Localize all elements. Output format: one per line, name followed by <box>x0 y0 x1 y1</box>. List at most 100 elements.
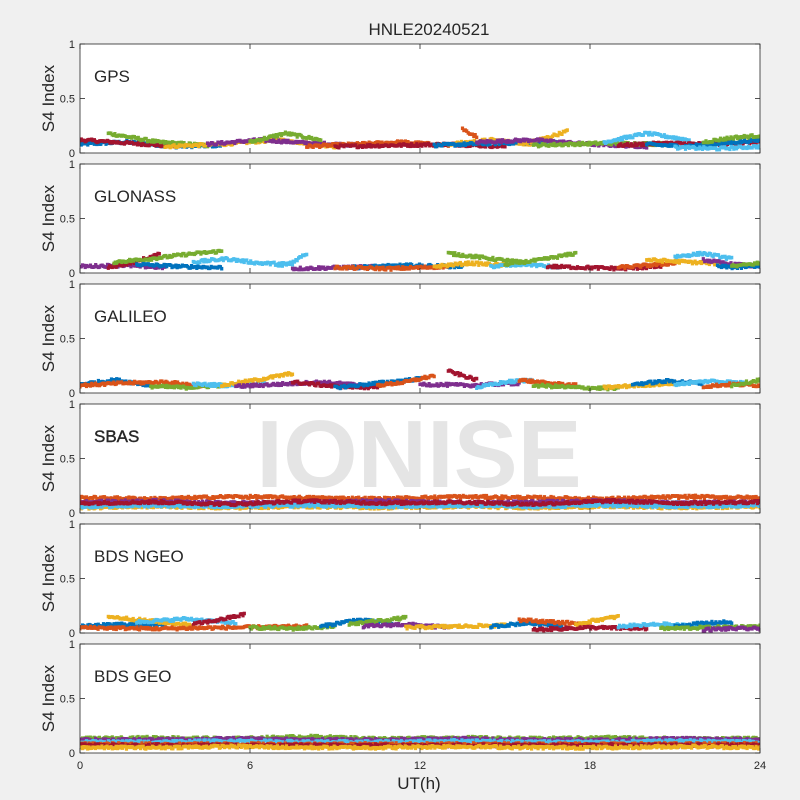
data-point <box>218 382 222 386</box>
data-point <box>280 264 284 268</box>
data-point <box>90 381 94 386</box>
data-point <box>385 495 389 500</box>
data-point <box>220 266 224 271</box>
data-point <box>469 253 473 258</box>
data-point <box>470 260 474 265</box>
data-point <box>539 494 543 499</box>
data-point <box>645 131 649 135</box>
data-point <box>96 378 100 383</box>
data-point <box>214 384 218 388</box>
data-point <box>462 262 466 267</box>
data-point <box>694 253 698 257</box>
data-point <box>452 142 456 146</box>
data-point <box>682 145 686 149</box>
panel-data <box>80 126 760 152</box>
track-5 <box>220 371 295 388</box>
data-point <box>445 384 449 388</box>
data-point <box>499 496 503 501</box>
data-point <box>295 135 299 139</box>
data-point <box>517 496 521 501</box>
data-point <box>456 371 460 375</box>
data-point <box>354 143 358 147</box>
data-point <box>501 382 506 387</box>
data-point <box>521 142 525 147</box>
data-point <box>508 378 512 383</box>
data-point <box>586 143 590 147</box>
data-point <box>242 383 246 387</box>
data-point <box>407 495 411 500</box>
data-point <box>499 140 503 145</box>
data-point <box>446 494 450 498</box>
data-point <box>322 265 326 270</box>
data-point <box>281 374 285 378</box>
data-point <box>593 143 597 148</box>
data-point <box>275 134 280 139</box>
data-point <box>445 264 449 269</box>
data-point <box>262 380 266 384</box>
track-17 <box>673 250 734 261</box>
data-point <box>129 262 133 266</box>
y-tick-label: 0 <box>69 388 75 400</box>
data-point <box>248 381 252 385</box>
data-point <box>723 263 728 268</box>
data-point <box>440 144 444 148</box>
data-point <box>551 134 555 138</box>
data-point <box>565 128 569 132</box>
data-point <box>351 264 355 269</box>
data-point <box>473 133 477 137</box>
data-point <box>683 147 688 151</box>
data-point <box>317 265 321 269</box>
data-point <box>357 495 361 500</box>
data-point <box>754 380 758 384</box>
data-point <box>126 497 130 502</box>
data-point <box>83 497 87 501</box>
data-point <box>663 380 667 384</box>
track-10 <box>446 368 479 383</box>
y-axis-label: S4 Index <box>39 304 58 372</box>
data-point <box>484 493 489 498</box>
data-point <box>558 381 562 386</box>
data-point <box>292 495 296 499</box>
data-point <box>221 258 225 263</box>
data-point <box>556 133 560 138</box>
track-20 <box>730 260 760 269</box>
data-point <box>306 145 310 149</box>
data-point <box>211 384 215 388</box>
data-point <box>197 144 201 149</box>
data-point <box>750 133 754 137</box>
data-point <box>596 267 600 271</box>
data-point <box>92 264 96 269</box>
data-point <box>636 384 640 389</box>
data-point <box>730 145 735 149</box>
data-point <box>555 263 559 268</box>
data-point <box>476 254 481 258</box>
track-4 <box>135 261 224 271</box>
data-point <box>758 143 760 148</box>
data-point <box>135 142 139 147</box>
data-point <box>647 382 651 386</box>
data-point <box>702 380 706 385</box>
chart-title: HNLE20240521 <box>369 20 490 39</box>
data-point <box>241 258 245 262</box>
data-point <box>283 138 287 143</box>
data-point <box>645 146 649 150</box>
data-point <box>401 265 405 269</box>
data-point <box>565 253 569 258</box>
data-point <box>165 383 169 388</box>
data-point <box>473 255 477 260</box>
data-point <box>80 497 82 501</box>
data-point <box>447 496 451 500</box>
data-point <box>660 260 664 264</box>
y-tick-label: 1 <box>69 279 75 291</box>
data-point <box>574 250 578 255</box>
data-point <box>91 496 95 501</box>
data-point <box>739 266 743 270</box>
data-point <box>251 379 255 384</box>
data-point <box>215 142 219 147</box>
data-point <box>169 142 173 146</box>
data-point <box>598 387 602 391</box>
data-point <box>571 253 575 257</box>
data-point <box>483 496 487 500</box>
